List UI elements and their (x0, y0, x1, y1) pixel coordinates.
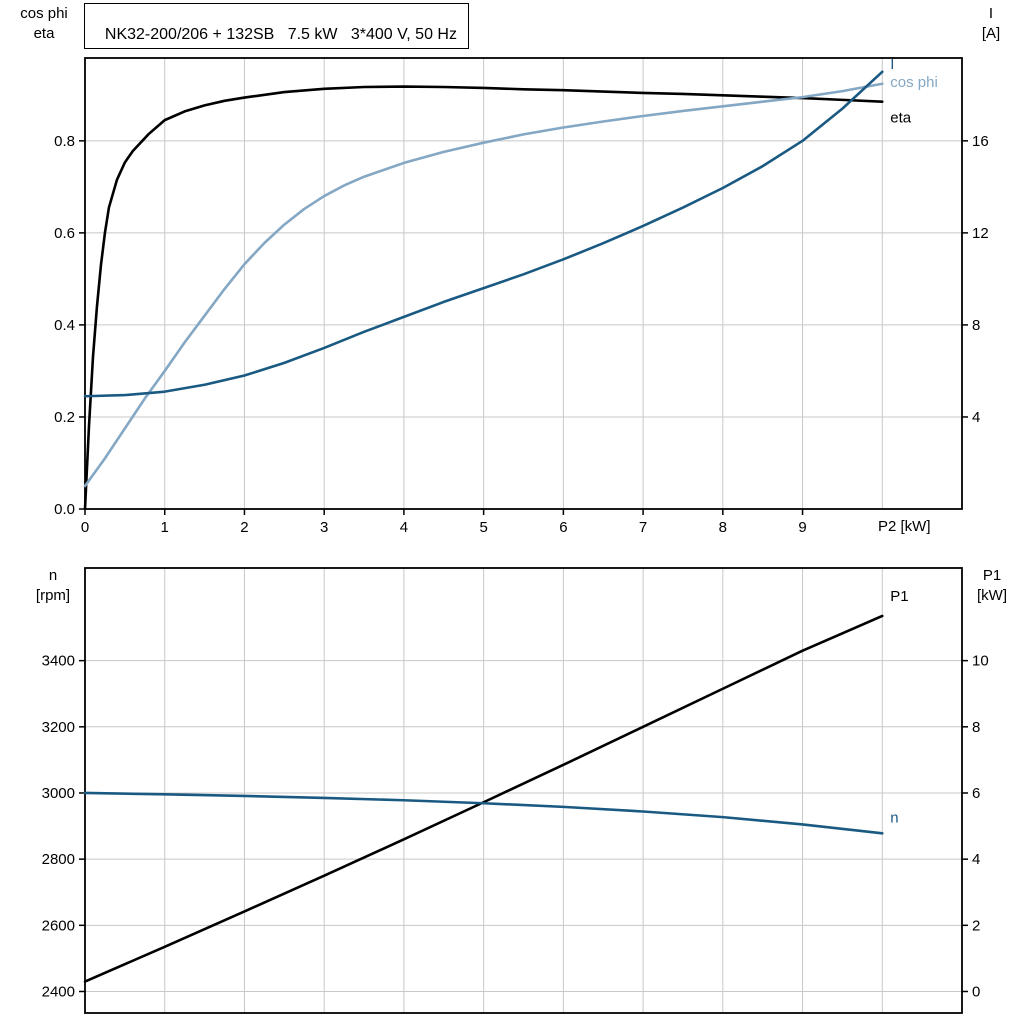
svg-text:I: I (890, 56, 894, 73)
svg-text:4: 4 (972, 851, 980, 868)
svg-text:4: 4 (400, 519, 408, 536)
svg-text:0: 0 (972, 983, 980, 1000)
svg-text:3200: 3200 (42, 719, 75, 736)
svg-text:4: 4 (972, 409, 980, 426)
svg-text:cos phi: cos phi (890, 74, 938, 91)
svg-text:0.6: 0.6 (54, 225, 75, 242)
left-axis-title-line1: n (48, 567, 58, 584)
svg-text:9: 9 (798, 519, 806, 536)
top-chart-left-axis-title: cos phi eta (8, 4, 80, 44)
right-axis-title-line1: I (988, 5, 994, 22)
bottom-chart-left-axis-title: n [rpm] (17, 566, 89, 606)
svg-text:5: 5 (479, 519, 487, 536)
chart-title-box: NK32-200/206 + 132SB 7.5 kW 3*400 V, 50 … (84, 3, 469, 49)
svg-text:2: 2 (972, 917, 980, 934)
svg-text:3000: 3000 (42, 785, 75, 802)
svg-text:0.0: 0.0 (54, 501, 75, 518)
svg-text:12: 12 (972, 225, 989, 242)
svg-text:6: 6 (559, 519, 567, 536)
left-axis-title-line2: [rpm] (35, 587, 71, 604)
svg-text:8: 8 (972, 719, 980, 736)
x-axis-label: P2 [kW] (878, 518, 931, 535)
svg-text:3400: 3400 (42, 653, 75, 670)
svg-text:16: 16 (972, 133, 989, 150)
svg-text:0: 0 (81, 519, 89, 536)
svg-text:P1: P1 (890, 588, 908, 605)
right-axis-title-line2: [A] (981, 25, 1001, 42)
left-axis-title-line2: eta (33, 25, 55, 42)
svg-text:2600: 2600 (42, 917, 75, 934)
svg-text:3: 3 (320, 519, 328, 536)
svg-text:0.2: 0.2 (54, 409, 75, 426)
left-axis-title-line1: cos phi (20, 5, 68, 22)
svg-text:6: 6 (972, 785, 980, 802)
svg-text:n: n (890, 809, 898, 826)
right-axis-title-line2: [kW] (977, 587, 1007, 604)
top-chart-right-axis-title: I [A] (966, 4, 1016, 44)
chart-title: NK32-200/206 + 132SB 7.5 kW 3*400 V, 50 … (104, 26, 457, 43)
svg-text:8: 8 (972, 317, 980, 334)
svg-text:1: 1 (161, 519, 169, 536)
svg-text:7: 7 (639, 519, 647, 536)
svg-text:eta: eta (890, 110, 912, 127)
svg-text:2400: 2400 (42, 983, 75, 1000)
svg-text:0.8: 0.8 (54, 133, 75, 150)
svg-text:2800: 2800 (42, 851, 75, 868)
svg-text:8: 8 (719, 519, 727, 536)
svg-text:0.4: 0.4 (54, 317, 75, 334)
svg-text:10: 10 (972, 653, 989, 670)
bottom-chart-right-axis-title: P1 [kW] (966, 566, 1018, 606)
right-axis-title-line1: P1 (982, 567, 1002, 584)
svg-text:2: 2 (240, 519, 248, 536)
